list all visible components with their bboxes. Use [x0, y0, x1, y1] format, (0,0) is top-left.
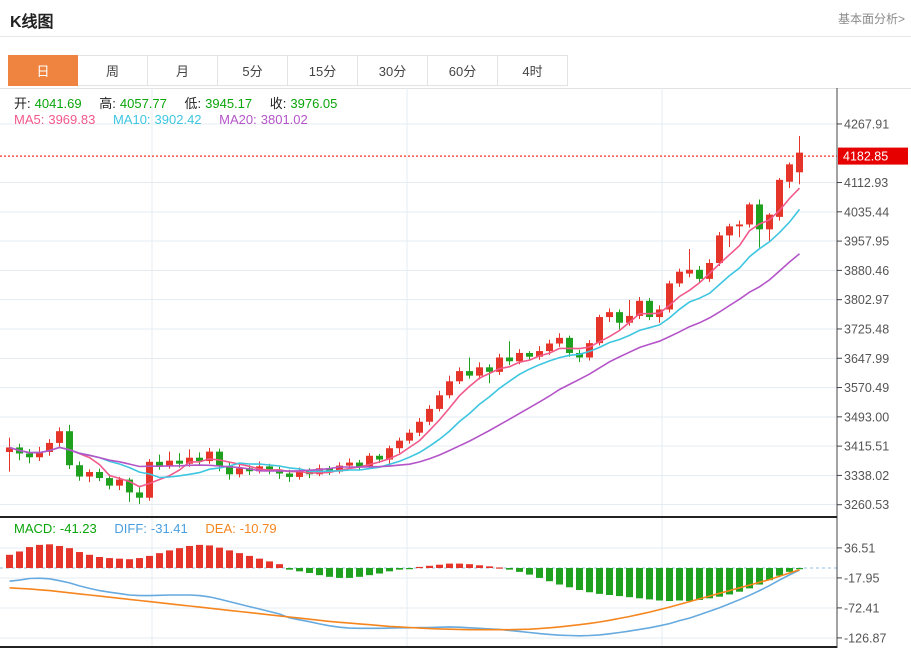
tab-30分[interactable]: 30分 — [358, 55, 428, 86]
diff-value: -31.41 — [150, 521, 188, 536]
ma10-line — [9, 208, 801, 479]
svg-text:3725.48: 3725.48 — [844, 322, 889, 336]
ohlc-readout: 开: 4041.69 高: 4057.77 低: 3945.17 收: 3976.05 — [14, 93, 341, 112]
svg-text:4035.44: 4035.44 — [844, 205, 889, 219]
open-value: 4041.69 — [34, 96, 82, 111]
low-label: 低: — [184, 96, 202, 111]
tab-日[interactable]: 日 — [8, 55, 78, 86]
fundamental-analysis-link[interactable]: 基本面分析> — [837, 12, 905, 26]
interval-tabs: 日周月 5分 15分 30分 60分 4时 — [8, 55, 568, 88]
current-price-badge — [838, 147, 908, 165]
ma5-label: MA5: — [14, 112, 45, 127]
macd-value: -41.23 — [59, 521, 97, 536]
svg-text:3957.95: 3957.95 — [844, 235, 889, 249]
open-label: 开: — [14, 96, 31, 111]
macd-histogram — [6, 544, 803, 602]
tab-月[interactable]: 月 — [148, 55, 218, 86]
svg-text:3493.00: 3493.00 — [844, 410, 889, 424]
svg-text:3338.02: 3338.02 — [844, 469, 889, 483]
tab-60分[interactable]: 60分 — [428, 55, 498, 86]
svg-text:3415.51: 3415.51 — [844, 440, 889, 454]
chart-top-border — [0, 88, 911, 89]
diff-label: DIFF: — [114, 521, 147, 536]
ma20-label: MA20: — [219, 112, 257, 127]
high-label: 高: — [99, 96, 116, 111]
tab-15分[interactable]: 15分 — [288, 55, 358, 86]
candles — [6, 136, 803, 505]
ma5-line — [9, 187, 801, 488]
svg-text:-17.95: -17.95 — [844, 571, 879, 585]
low-value: 3945.17 — [205, 96, 253, 111]
macd-label: MACD: — [14, 521, 56, 536]
svg-text:3570.49: 3570.49 — [844, 381, 889, 395]
dea-value: -10.79 — [239, 521, 277, 536]
close-label: 收: — [269, 96, 287, 111]
tab-周[interactable]: 周 — [78, 55, 148, 86]
close-value: 3976.05 — [290, 96, 338, 111]
svg-text:4267.91: 4267.91 — [844, 117, 889, 131]
ma5-value: 3969.83 — [48, 112, 96, 127]
ma20-value: 3801.02 — [260, 112, 308, 127]
svg-text:3260.53: 3260.53 — [844, 498, 889, 512]
tab-4时[interactable]: 4时 — [498, 55, 568, 86]
dea-line — [9, 568, 800, 631]
widget-header: K线图 基本面分析> — [0, 0, 911, 37]
macd-axis-labels: 36.51 -17.95 -72.41 -126.87 — [837, 541, 886, 645]
svg-text:-126.87: -126.87 — [844, 631, 886, 645]
high-value: 4057.77 — [119, 96, 167, 111]
svg-text:3647.99: 3647.99 — [844, 352, 889, 366]
svg-text:36.51: 36.51 — [844, 541, 875, 555]
chart-frame — [0, 88, 838, 648]
dea-label: DEA: — [205, 521, 236, 536]
svg-text:3802.97: 3802.97 — [844, 293, 889, 307]
ma10-label: MA10: — [112, 112, 151, 127]
svg-text:3880.46: 3880.46 — [844, 264, 889, 278]
svg-text:4112.93: 4112.93 — [844, 176, 888, 190]
svg-text:-72.41: -72.41 — [844, 601, 879, 615]
grid-lines — [0, 88, 837, 647]
ma-readout: MA5: 3969.83 MA10: 3902.42 MA20: 3801.02 — [14, 112, 312, 127]
current-price-line: 4182.85 — [0, 147, 908, 165]
svg-text:4182.85: 4182.85 — [843, 150, 888, 164]
ma20-line — [9, 253, 801, 472]
ma10-value: 3902.42 — [154, 112, 202, 127]
page-title: K线图 — [10, 14, 54, 31]
price-axis-labels: 4267.91 4112.93 4035.44 3957.95 3880.46 3802.… — [837, 117, 889, 512]
macd-readout: MACD: -41.23 DIFF: -31.41 DEA: -10.79 — [14, 521, 281, 536]
tab-5分[interactable]: 5分 — [218, 55, 288, 86]
